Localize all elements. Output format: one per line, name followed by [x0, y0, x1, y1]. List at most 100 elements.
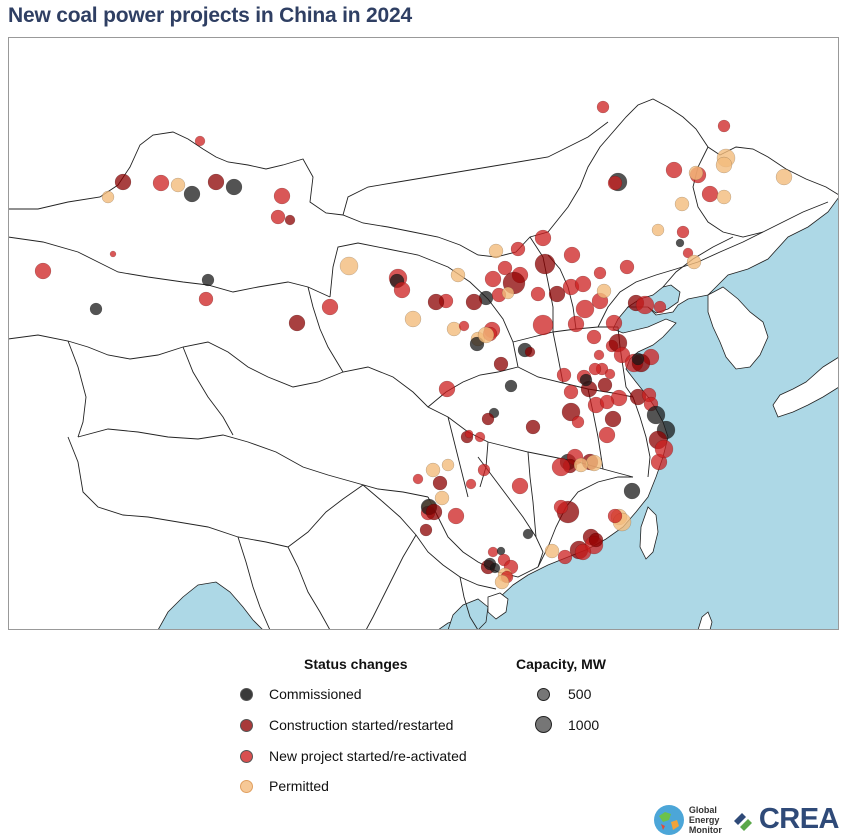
project-marker — [434, 490, 450, 506]
project-marker — [623, 482, 641, 500]
project-marker — [563, 246, 581, 264]
crea-logo-icon — [733, 812, 752, 831]
project-marker — [198, 291, 214, 307]
legend-item-new-project: New project started/re-activated — [240, 748, 467, 764]
project-marker — [588, 362, 602, 376]
project-marker — [510, 241, 526, 257]
project-marker — [270, 209, 286, 225]
project-marker — [556, 367, 572, 383]
project-marker — [419, 523, 433, 537]
crea-logo-text: CREA — [758, 803, 840, 835]
project-marker — [477, 463, 491, 477]
project-marker — [170, 177, 186, 193]
project-marker — [665, 161, 683, 179]
project-marker — [675, 238, 685, 248]
project-marker — [481, 412, 495, 426]
project-marker — [152, 174, 170, 192]
project-marker — [465, 293, 483, 311]
project-marker — [717, 119, 731, 133]
project-marker — [284, 214, 296, 226]
legend-label: New project started/re-activated — [269, 748, 467, 764]
project-marker — [34, 262, 52, 280]
project-marker — [586, 329, 602, 345]
project-marker — [544, 543, 560, 559]
project-marker — [635, 295, 655, 315]
bay-of-bengal — [157, 581, 264, 630]
legend-label: Permitted — [269, 778, 329, 794]
project-marker — [525, 419, 541, 435]
gem-logo-text: Global Energy Monitor — [689, 805, 722, 835]
project-marker — [493, 356, 509, 372]
legend-label: Construction started/restarted — [269, 717, 454, 733]
logos: Global Energy Monitor CREA — [653, 803, 840, 836]
project-marker — [207, 173, 225, 191]
project-marker — [438, 380, 456, 398]
project-marker — [775, 168, 793, 186]
project-marker — [604, 368, 616, 380]
project-marker — [607, 175, 623, 191]
project-marker — [567, 315, 585, 333]
project-marker — [522, 528, 534, 540]
project-marker — [114, 173, 132, 191]
project-marker — [225, 178, 243, 196]
gem-line: Global — [688, 804, 717, 815]
project-marker — [393, 281, 411, 299]
taiwan — [639, 506, 659, 560]
project-marker — [183, 185, 201, 203]
project-marker — [604, 410, 622, 428]
project-marker — [427, 293, 445, 311]
project-marker — [488, 243, 504, 259]
project-marker — [575, 299, 595, 319]
legend-label: Commissioned — [269, 686, 362, 702]
project-marker — [532, 314, 554, 336]
project-marker — [450, 267, 466, 283]
legend-item-commissioned: Commissioned — [240, 686, 362, 702]
japan — [772, 356, 839, 418]
project-marker — [425, 462, 441, 478]
project-marker — [412, 473, 424, 485]
project-marker — [674, 196, 690, 212]
project-marker — [563, 384, 579, 400]
project-marker — [464, 429, 474, 439]
project-marker — [646, 405, 666, 425]
project-marker — [607, 508, 623, 524]
project-marker — [596, 283, 612, 299]
project-marker — [593, 349, 605, 361]
project-points — [34, 100, 793, 590]
project-marker — [553, 499, 569, 515]
project-marker — [425, 503, 443, 521]
hainan — [487, 592, 509, 620]
project-marker — [404, 310, 422, 328]
capacity-legend-title: Capacity, MW — [516, 656, 606, 672]
china-map — [8, 37, 839, 630]
project-marker — [441, 458, 455, 472]
project-marker — [561, 402, 581, 422]
gulf-of-tonkin — [447, 598, 489, 630]
project-marker — [651, 223, 665, 237]
project-marker — [716, 189, 732, 205]
project-marker — [447, 507, 465, 525]
project-marker — [686, 254, 702, 270]
project-marker — [596, 100, 610, 114]
project-marker — [494, 574, 510, 590]
project-marker — [631, 352, 645, 366]
project-marker — [598, 426, 616, 444]
project-marker — [574, 543, 592, 561]
project-marker — [489, 562, 501, 574]
project-marker — [585, 454, 603, 472]
gem-line: Energy — [688, 814, 720, 825]
korea — [707, 286, 769, 370]
project-marker — [477, 326, 495, 344]
project-marker — [524, 346, 536, 358]
project-marker — [446, 321, 462, 337]
gem-line: Monitor — [688, 824, 722, 835]
project-marker — [109, 250, 117, 258]
project-marker — [288, 314, 306, 332]
construction-swatch — [240, 718, 253, 732]
project-marker — [605, 314, 623, 332]
legend-item-construction: Construction started/restarted — [240, 717, 453, 733]
project-marker — [676, 225, 690, 239]
project-marker — [273, 187, 291, 205]
project-marker — [654, 439, 674, 459]
project-marker — [194, 135, 206, 147]
